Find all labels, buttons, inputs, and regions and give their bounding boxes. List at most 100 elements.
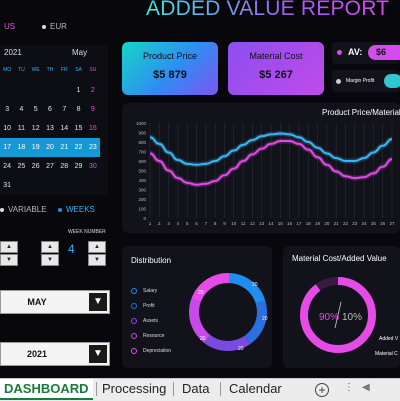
calendar-day <box>0 81 14 100</box>
x-tick-label: 4 <box>177 221 180 226</box>
triangle-up-icon: ▲ <box>6 244 12 250</box>
tab-calendar[interactable]: Calendar <box>229 381 282 396</box>
more-options-icon[interactable]: ⋮ <box>344 382 354 393</box>
margin-profit-label: Margin Profit <box>346 78 375 84</box>
product-price-value: $5 879 <box>153 69 187 81</box>
donut-label: 20 <box>238 346 244 352</box>
chevron-down-icon[interactable]: ▼ <box>89 345 107 363</box>
calendar-day <box>14 81 28 100</box>
calendar-day[interactable]: 9 <box>90 106 95 113</box>
y-tick-label: 500 <box>138 169 146 174</box>
spin-up-button[interactable]: ▲ <box>0 241 18 253</box>
x-tick-label: 5 <box>186 221 189 226</box>
calendar-day[interactable]: 4 <box>19 106 24 113</box>
calendar-day[interactable]: 3 <box>5 106 10 113</box>
calendar-day[interactable]: 7 <box>62 106 67 113</box>
margin-toggle[interactable] <box>384 74 400 88</box>
calendar-day[interactable]: 14 <box>60 125 69 132</box>
x-tick-label: 1 <box>149 221 152 226</box>
calendar-day[interactable]: 22 <box>71 138 86 157</box>
material-added-panel: Material Cost/Added Value 90% 10% Added … <box>283 246 400 368</box>
month-select[interactable]: MAY ▼ <box>0 290 110 314</box>
add-sheet-button[interactable]: + <box>315 383 329 397</box>
calendar-day[interactable]: 8 <box>76 106 81 113</box>
material-cost-pct: 10% <box>342 312 362 323</box>
calendar-day[interactable]: 1 <box>76 87 81 94</box>
calendar-month: May <box>72 48 88 57</box>
x-tick-label: 21 <box>334 221 340 226</box>
mini-calendar: 2021 May MO TU WE TH FR SA SU 1 2 3 4 5 6 7 8 9 10 11 12 1… <box>0 45 108 195</box>
scroll-left-icon[interactable]: ◀ <box>362 382 370 393</box>
week-down-button[interactable]: ▼ <box>41 254 59 266</box>
line-chart-title: Product Price/Material <box>322 108 400 117</box>
calendar-day[interactable]: 2 <box>90 87 95 94</box>
currency-eur-radio[interactable]: EUR <box>42 22 67 31</box>
weekday-label: MO <box>3 67 12 73</box>
currency-eur-label: EUR <box>50 22 67 31</box>
legend-label: Profit <box>143 302 155 309</box>
sheet-tab-bar: DASHBOARD Processing Data Calendar + ⋮ ◀ <box>0 378 400 401</box>
added-value-pct: 90% <box>319 312 339 323</box>
y-tick-label: 0 <box>143 216 146 221</box>
calendar-day[interactable]: 21 <box>57 138 72 157</box>
variable-radio[interactable]: VARIABLE <box>0 205 47 214</box>
calendar-day[interactable]: 11 <box>17 125 26 132</box>
x-tick-label: 8 <box>214 221 217 226</box>
donut-label: 20 <box>200 336 206 342</box>
calendar-day[interactable]: 19 <box>28 138 43 157</box>
calendar-day[interactable]: 23 <box>85 138 100 157</box>
tab-data[interactable]: Data <box>182 381 210 396</box>
legend-ring-icon <box>131 332 137 339</box>
spin-down-button[interactable]: ▼ <box>0 254 18 266</box>
currency-us-radio[interactable]: US <box>4 22 15 31</box>
weekday-label: WE <box>31 67 40 73</box>
distribution-legend: Salary Profit Assets Resource Depreciation <box>131 283 171 358</box>
x-tick-label: 18 <box>306 221 312 226</box>
av-dot-icon <box>337 50 342 55</box>
distribution-donut: 20 20 20 20 20 <box>189 273 268 352</box>
x-tick-label: 7 <box>205 221 208 226</box>
calendar-day[interactable]: 20 <box>42 138 58 157</box>
distribution-title: Distribution <box>131 256 172 265</box>
calendar-day[interactable]: 15 <box>74 125 83 132</box>
distribution-panel: Distribution Salary Profit Assets Resource D… <box>122 246 272 368</box>
av-box: AV: $6 <box>332 42 400 64</box>
calendar-day[interactable]: 17 <box>0 138 15 157</box>
donut-label: 20 <box>262 316 268 322</box>
calendar-day[interactable]: 24 <box>3 163 12 170</box>
weeks-radio[interactable]: WEEKS <box>58 205 95 214</box>
calendar-day[interactable]: 25 <box>17 163 26 170</box>
calendar-day[interactable]: 27 <box>46 163 54 170</box>
legend-label: Depreciation <box>143 347 172 354</box>
x-tick-label: 26 <box>380 221 386 226</box>
tab-dashboard[interactable]: DASHBOARD <box>0 379 93 400</box>
calendar-day[interactable]: 13 <box>46 125 54 132</box>
calendar-day[interactable]: 16 <box>88 125 97 132</box>
calendar-day[interactable]: 6 <box>48 106 52 113</box>
chevron-down-icon[interactable]: ▼ <box>89 293 107 311</box>
calendar-days: 1 2 3 4 5 6 7 8 9 10 11 12 13 14 15 16 17 18 19 20 21 22 23 24 2… <box>0 81 100 195</box>
week-down-button-2[interactable]: ▼ <box>88 254 106 266</box>
year-select[interactable]: 2021 ▼ <box>0 342 110 366</box>
calendar-day[interactable]: 28 <box>60 163 69 170</box>
margin-box: Margin Profit <box>332 70 400 92</box>
weekday-label: FR <box>60 67 68 73</box>
calendar-day[interactable]: 31 <box>3 182 12 189</box>
gauge-legend-added: Added V <box>379 336 399 342</box>
week-up-button[interactable]: ▲ <box>41 241 59 253</box>
tab-processing[interactable]: Processing <box>102 381 167 396</box>
calendar-day[interactable]: 10 <box>3 125 12 132</box>
calendar-day[interactable]: 12 <box>31 125 40 132</box>
week-up-button-2[interactable]: ▲ <box>88 241 106 253</box>
x-tick-label: 17 <box>296 221 302 226</box>
x-tick-label: 2 <box>158 221 161 226</box>
triangle-up-icon: ▲ <box>94 244 100 250</box>
calendar-day[interactable]: 29 <box>74 163 83 170</box>
calendar-day[interactable]: 5 <box>33 106 38 113</box>
calendar-day[interactable]: 18 <box>14 138 29 157</box>
calendar-day[interactable]: 26 <box>31 163 40 170</box>
weekday-label: SU <box>89 67 97 73</box>
calendar-day[interactable]: 30 <box>88 163 97 170</box>
av-label: AV: <box>348 47 363 57</box>
x-tick-label: 22 <box>343 221 349 226</box>
